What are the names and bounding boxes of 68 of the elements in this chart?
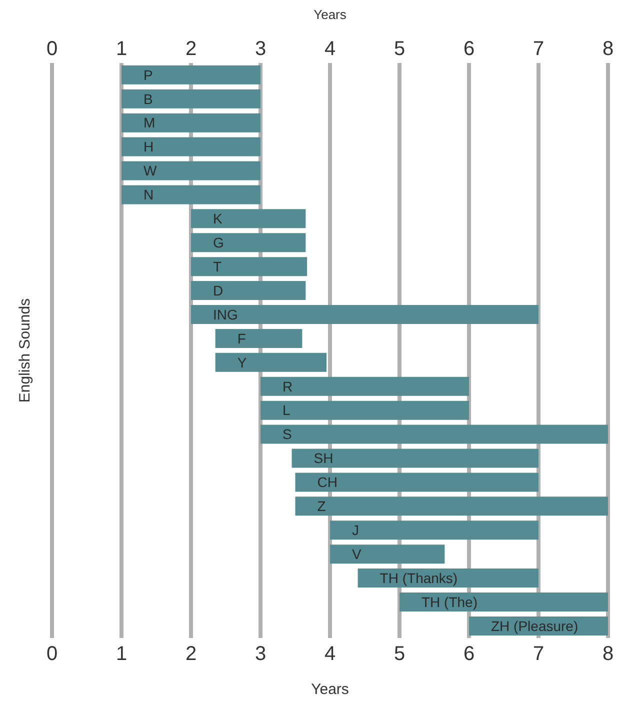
bar [215,328,302,348]
bar [191,281,306,300]
bar [122,137,260,156]
x2-tick-label: 7 [532,643,544,666]
y-tick-label: G [213,234,224,251]
y-tick-label: Z [317,498,326,514]
x2-tick-label: 3 [254,643,266,666]
y-tick-label: H [144,138,154,155]
y-tick-label: TH (The) [422,594,478,610]
y-tick-label: F [237,330,246,346]
bar [191,257,308,276]
bar [122,161,260,180]
y-tick-label: M [144,114,156,131]
x-tick-label: 6 [463,38,475,60]
y-tick-label: ING [213,306,238,322]
bar [330,520,538,540]
bar [215,352,327,372]
y-tick-label: S [282,426,292,442]
x2-tick-label: 4 [324,643,336,666]
y-tick-label: B [144,90,153,107]
bar [260,424,608,444]
bar [292,448,538,468]
x2-tick-label: 8 [602,643,614,666]
x2-tick-label: 5 [394,643,406,666]
y-tick-label: R [282,378,293,394]
y-tick-label: ZH (Pleasure) [491,618,578,634]
x2-tick-label: 0 [46,643,58,666]
y-tick-label: L [282,402,290,418]
bar [295,496,608,516]
y-tick-label: Y [237,354,248,370]
bar [260,376,469,396]
y-tick-label: J [352,522,359,538]
y-tick-label: T [213,258,222,274]
y-tick-label: CH [317,474,338,490]
x-tick-label: 8 [602,38,614,60]
bar [295,472,538,492]
x2-tick-label: 1 [116,643,128,666]
bar [191,304,538,324]
x-axis-title: Years [311,681,349,698]
x-tick-label: 5 [394,38,406,60]
x-tick-label: 1 [116,38,128,60]
y-tick-label: V [352,546,362,562]
bar [122,113,260,132]
y-tick-label: P [144,66,153,83]
y-axis-title: English Sounds [16,298,34,403]
x2-tick-label: 6 [463,643,475,666]
x-tick-label: 7 [532,38,544,60]
y-tick-label: D [213,282,224,298]
x-tick-label: 2 [185,38,197,60]
y-tick-label: N [144,186,154,203]
bar [122,185,260,204]
y-tick-label: W [144,162,158,179]
y-tick-label: K [213,210,223,227]
bar [358,568,538,588]
x-tick-label: 3 [254,38,266,60]
bar [122,65,260,84]
x2-tick-label: 2 [185,643,197,666]
bar [191,233,306,252]
bar [330,544,445,564]
bar [400,592,608,612]
y-tick-label: TH (Thanks) [380,570,458,586]
bar [191,209,306,228]
bar [122,89,260,108]
x-tick-label: 0 [46,38,58,60]
x2-axis-title: Years [314,7,347,22]
y-tick-label: SH [314,450,334,466]
x-tick-label: 4 [324,38,336,60]
bar [260,400,469,420]
